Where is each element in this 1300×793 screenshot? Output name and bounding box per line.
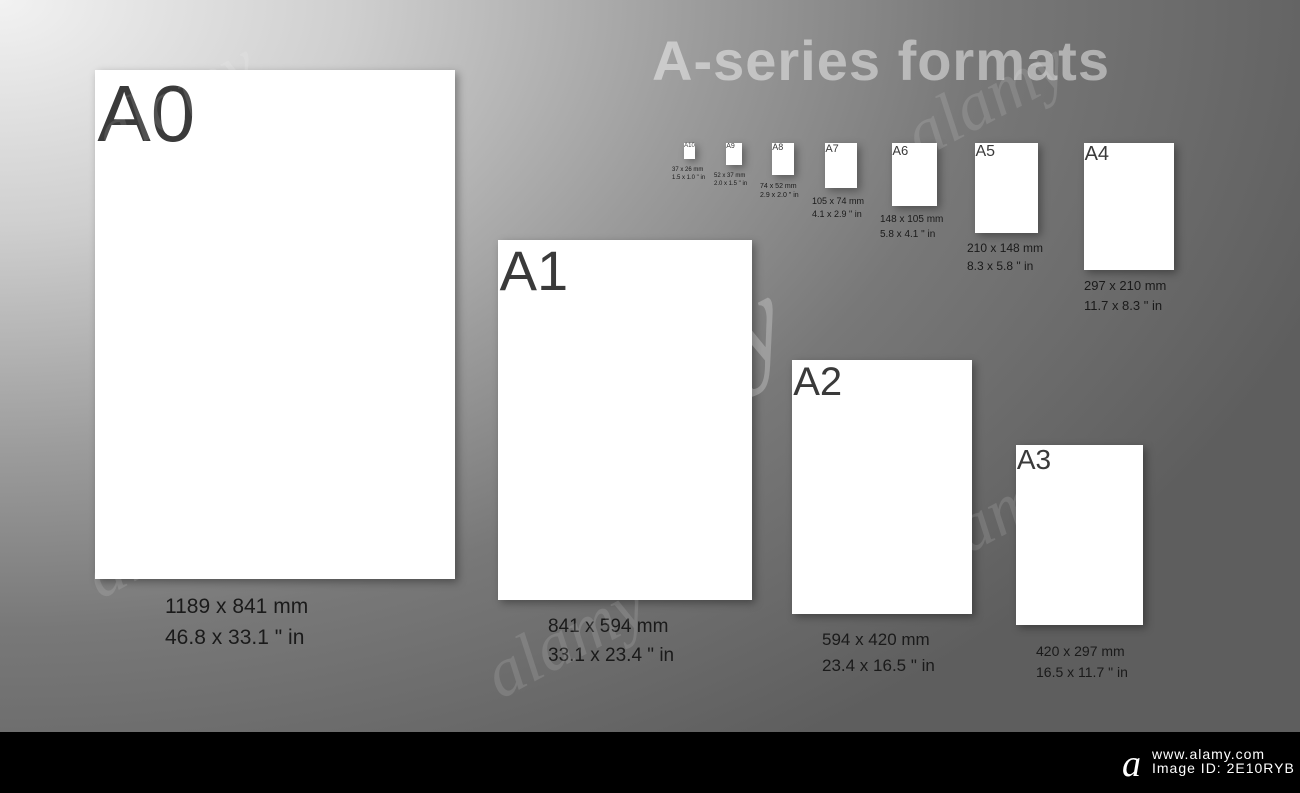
sheet-a3: A3 (1016, 445, 1143, 625)
watermark-image-id: Image ID: 2E10RYB (1152, 760, 1295, 776)
footer-bar (0, 732, 1300, 793)
dimension-mm: 52 x 37 mm (714, 173, 747, 179)
dimension-in: 5.8 x 4.1 " in (880, 229, 943, 240)
sheet-label: A6 (892, 143, 908, 157)
sheet-a2: A2 (792, 360, 972, 614)
sheet-dimensions: 210 x 148 mm 8.3 x 5.8 " in (967, 241, 1043, 273)
sheet-label: A4 (1084, 143, 1109, 164)
sheet-label: A9 (726, 143, 735, 150)
sheet-a6: A6 (892, 143, 937, 206)
sheet-label: A5 (975, 143, 995, 160)
sheet-label: A10 (684, 143, 695, 149)
dimension-in: 33.1 x 23.4 " in (548, 645, 674, 667)
dimension-in: 46.8 x 33.1 " in (165, 626, 308, 650)
dimension-mm: 37 x 26 mm (672, 167, 705, 173)
dimension-in: 16.5 x 11.7 " in (1036, 664, 1128, 680)
watermark-footer-logo: a (1122, 742, 1142, 786)
sheet-label: A8 (772, 143, 783, 152)
sheet-dimensions: 594 x 420 mm 23.4 x 16.5 " in (822, 630, 935, 676)
sheet-a10: A10 (684, 143, 695, 159)
dimension-in: 2.0 x 1.5 " in (714, 181, 747, 187)
dimension-in: 4.1 x 2.9 " in (812, 209, 864, 219)
dimension-in: 11.7 x 8.3 " in (1084, 298, 1166, 313)
dimension-mm: 148 x 105 mm (880, 214, 943, 225)
sheet-a1: A1 (498, 240, 752, 600)
sheet-a0: A0 (95, 70, 455, 579)
sheet-a4: A4 (1084, 143, 1174, 270)
dimension-mm: 297 x 210 mm (1084, 278, 1166, 293)
sheet-dimensions: 37 x 26 mm 1.5 x 1.0 " in (672, 167, 705, 181)
sheet-label: A0 (95, 70, 195, 154)
dimension-mm: 594 x 420 mm (822, 630, 935, 650)
sheet-a9: A9 (726, 143, 742, 165)
sheet-dimensions: 420 x 297 mm 16.5 x 11.7 " in (1036, 643, 1128, 680)
dimension-in: 2.9 x 2.0 " in (760, 192, 799, 199)
dimension-in: 1.5 x 1.0 " in (672, 175, 705, 181)
diagram-title: A-series formats (652, 28, 1110, 93)
dimension-mm: 420 x 297 mm (1036, 643, 1128, 659)
sheet-dimensions: 105 x 74 mm 4.1 x 2.9 " in (812, 196, 864, 219)
dimension-mm: 210 x 148 mm (967, 241, 1043, 255)
dimension-mm: 841 x 594 mm (548, 616, 674, 638)
sheet-a7: A7 (825, 143, 857, 188)
sheet-a8: A8 (772, 143, 794, 175)
sheet-a5: A5 (975, 143, 1038, 233)
sheet-dimensions: 841 x 594 mm 33.1 x 23.4 " in (548, 616, 674, 667)
dimension-in: 8.3 x 5.8 " in (967, 259, 1043, 273)
canvas: A-series formats A0 1189 x 841 mm 46.8 x 3… (0, 0, 1300, 793)
dimension-mm: 105 x 74 mm (812, 196, 864, 206)
sheet-label: A3 (1016, 445, 1051, 474)
sheet-dimensions: 1189 x 841 mm 46.8 x 33.1 " in (165, 595, 308, 650)
sheet-label: A2 (792, 360, 842, 402)
sheet-dimensions: 297 x 210 mm 11.7 x 8.3 " in (1084, 278, 1166, 313)
sheet-dimensions: 148 x 105 mm 5.8 x 4.1 " in (880, 214, 943, 240)
sheet-label: A1 (498, 240, 568, 299)
sheet-dimensions: 74 x 52 mm 2.9 x 2.0 " in (760, 183, 799, 199)
dimension-mm: 1189 x 841 mm (165, 595, 308, 619)
sheet-dimensions: 52 x 37 mm 2.0 x 1.5 " in (714, 173, 747, 187)
sheet-label: A7 (825, 143, 839, 155)
dimension-mm: 74 x 52 mm (760, 183, 799, 190)
dimension-in: 23.4 x 16.5 " in (822, 656, 935, 676)
